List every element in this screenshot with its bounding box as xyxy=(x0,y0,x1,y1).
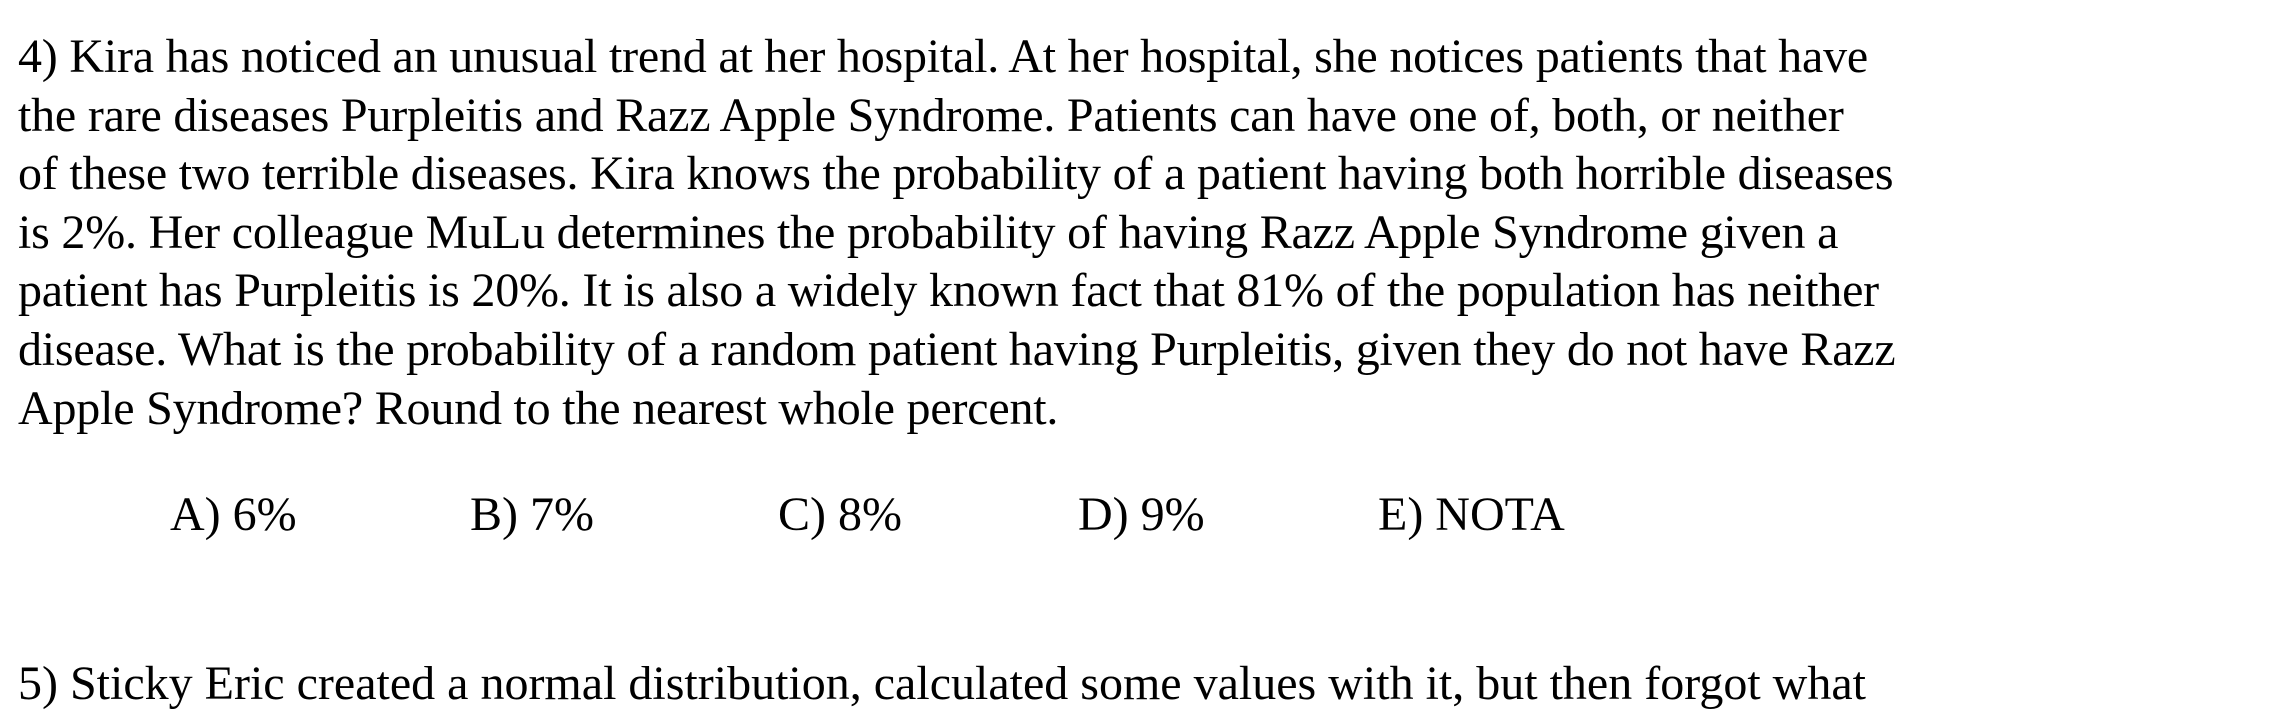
answer-choices: A) 6% B) 7% C) 8% D) 9% E) NOTA xyxy=(0,485,2269,555)
choice-c: C) 8% xyxy=(778,488,902,541)
question-line: the rare diseases Purpleitis and Razz Ap… xyxy=(18,88,1844,142)
choice-e: E) NOTA xyxy=(1378,488,1565,541)
question-line: 4) Kira has noticed an unusual trend at … xyxy=(18,30,1868,83)
question-line: disease. What is the probability of a ra… xyxy=(18,322,1896,376)
question-4-text: 4) Kira has noticed an unusual trend at … xyxy=(18,28,1988,438)
choice-b: B) 7% xyxy=(470,488,594,541)
question-line: patient has Purpleitis is 20%. It is als… xyxy=(18,264,1879,318)
choice-d: D) 9% xyxy=(1078,488,1205,541)
choice-a: A) 6% xyxy=(170,488,297,541)
question-line: is 2%. Her colleague MuLu determines the… xyxy=(18,205,1839,259)
question-line: of these two terrible diseases. Kira kno… xyxy=(18,147,1894,201)
question-5-text-partial: 5) Sticky Eric created a normal distribu… xyxy=(18,657,1866,710)
question-line: Apple Syndrome? Round to the nearest who… xyxy=(18,381,1059,435)
